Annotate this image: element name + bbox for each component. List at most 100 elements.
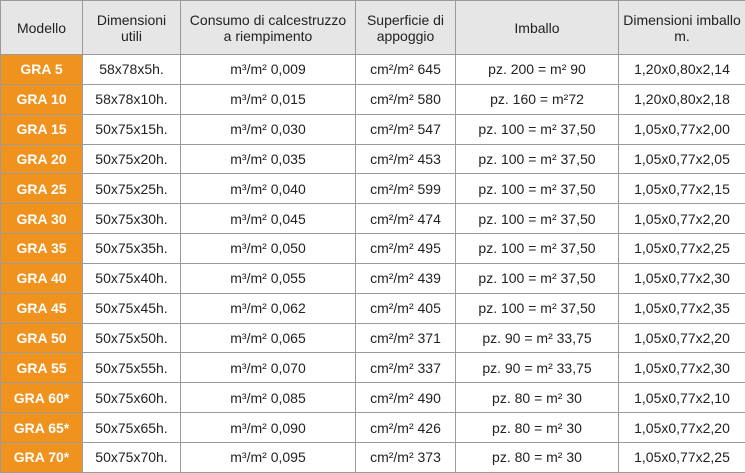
support-surface-cell: cm²/m² 439 — [355, 262, 456, 294]
table-body: GRA 5 58x78x5h. m³/m² 0,009 cm²/m² 645 pz. 2… — [0, 54, 745, 473]
useful-size-cell: 58x78x5h. — [82, 54, 181, 85]
concrete-consumption-cell: m³/m² 0,065 — [180, 322, 356, 354]
table-row: GRA 40 50x75x40h. m³/m² 0,055 cm²/m² 439 pz.… — [0, 262, 745, 294]
package-size-cell: 1,20x0,80x2,18 — [618, 83, 745, 115]
package-size-cell: 1,05x0,77x2,30 — [618, 352, 745, 384]
package-size-cell: 1,20x0,80x2,14 — [618, 54, 745, 85]
table-row: GRA 50 50x75x50h. m³/m² 0,065 cm²/m² 371 pz.… — [0, 322, 745, 354]
table-row: GRA 15 50x75x15h. m³/m² 0,030 cm²/m² 547 pz.… — [0, 113, 745, 145]
useful-size-cell: 50x75x70h. — [82, 441, 181, 473]
header-cell: Superficie di appoggio — [355, 0, 456, 55]
support-surface-cell: cm²/m² 645 — [355, 54, 456, 85]
support-surface-cell: cm²/m² 490 — [355, 382, 456, 414]
useful-size-cell: 50x75x65h. — [82, 412, 181, 443]
packaging-cell: pz. 100 = m² 37,50 — [455, 233, 619, 264]
packaging-cell: pz. 100 = m² 37,50 — [455, 262, 619, 294]
table-row: GRA 70* 50x75x70h. m³/m² 0,095 cm²/m² 373 pz… — [0, 441, 745, 473]
support-surface-cell: cm²/m² 426 — [355, 412, 456, 443]
support-surface-cell: cm²/m² 453 — [355, 143, 456, 175]
useful-size-cell: 50x75x50h. — [82, 322, 181, 354]
packaging-cell: pz. 160 = m²72 — [455, 83, 619, 115]
useful-size-cell: 58x78x10h. — [82, 83, 181, 115]
package-size-cell: 1,05x0,77x2,30 — [618, 262, 745, 294]
packaging-cell: pz. 90 = m² 33,75 — [455, 352, 619, 384]
model-cell: GRA 45 — [0, 292, 83, 324]
support-surface-cell: cm²/m² 580 — [355, 83, 456, 115]
table-row: GRA 30 50x75x30h. m³/m² 0,045 cm²/m² 474 pz.… — [0, 203, 745, 235]
model-cell: GRA 30 — [0, 203, 83, 235]
table-row: GRA 5 58x78x5h. m³/m² 0,009 cm²/m² 645 pz. 2… — [0, 54, 745, 85]
support-surface-cell: cm²/m² 474 — [355, 203, 456, 235]
useful-size-cell: 50x75x30h. — [82, 203, 181, 235]
package-size-cell: 1,05x0,77x2,25 — [618, 441, 745, 473]
package-size-cell: 1,05x0,77x2,20 — [618, 322, 745, 354]
concrete-consumption-cell: m³/m² 0,045 — [180, 203, 356, 235]
support-surface-cell: cm²/m² 371 — [355, 322, 456, 354]
model-cell: GRA 15 — [0, 113, 83, 145]
packaging-cell: pz. 100 = m² 37,50 — [455, 143, 619, 175]
model-cell: GRA 35 — [0, 233, 83, 264]
table-row: GRA 25 50x75x25h. m³/m² 0,040 cm²/m² 599 pz.… — [0, 173, 745, 205]
packaging-cell: pz. 100 = m² 37,50 — [455, 113, 619, 145]
header-cell: Dimensioni utili — [82, 0, 181, 55]
concrete-consumption-cell: m³/m² 0,035 — [180, 143, 356, 175]
concrete-consumption-cell: m³/m² 0,090 — [180, 412, 356, 443]
table-row: GRA 60* 50x75x60h. m³/m² 0,085 cm²/m² 490 pz… — [0, 382, 745, 414]
table-row: GRA 65* 50x75x65h. m³/m² 0,090 cm²/m² 426 pz… — [0, 412, 745, 443]
support-surface-cell: cm²/m² 547 — [355, 113, 456, 145]
table-row: GRA 55 50x75x55h. m³/m² 0,070 cm²/m² 337 pz.… — [0, 352, 745, 384]
header-cell: Dimensioni imballo m. — [618, 0, 745, 55]
package-size-cell: 1,05x0,77x2,35 — [618, 292, 745, 324]
support-surface-cell: cm²/m² 599 — [355, 173, 456, 205]
package-size-cell: 1,05x0,77x2,10 — [618, 382, 745, 414]
useful-size-cell: 50x75x15h. — [82, 113, 181, 145]
package-size-cell: 1,05x0,77x2,20 — [618, 203, 745, 235]
useful-size-cell: 50x75x55h. — [82, 352, 181, 384]
packaging-cell: pz. 80 = m² 30 — [455, 382, 619, 414]
header-cell: Imballo — [455, 0, 619, 55]
concrete-consumption-cell: m³/m² 0,070 — [180, 352, 356, 384]
model-cell: GRA 65* — [0, 412, 83, 443]
support-surface-cell: cm²/m² 405 — [355, 292, 456, 324]
model-cell: GRA 10 — [0, 83, 83, 115]
useful-size-cell: 50x75x40h. — [82, 262, 181, 294]
concrete-consumption-cell: m³/m² 0,095 — [180, 441, 356, 473]
header-cell: Modello — [0, 0, 83, 55]
package-size-cell: 1,05x0,77x2,20 — [618, 412, 745, 443]
concrete-consumption-cell: m³/m² 0,085 — [180, 382, 356, 414]
concrete-consumption-cell: m³/m² 0,055 — [180, 262, 356, 294]
model-cell: GRA 60* — [0, 382, 83, 414]
concrete-consumption-cell: m³/m² 0,040 — [180, 173, 356, 205]
useful-size-cell: 50x75x60h. — [82, 382, 181, 414]
packaging-cell: pz. 80 = m² 30 — [455, 412, 619, 443]
table-header: Modello Dimensioni utili Consumo di calces… — [0, 0, 745, 55]
header-cell: Consumo di calcestruzzo a riempimento — [180, 0, 356, 55]
package-size-cell: 1,05x0,77x2,25 — [618, 233, 745, 264]
header-row: Modello Dimensioni utili Consumo di calces… — [0, 0, 745, 55]
model-cell: GRA 20 — [0, 143, 83, 175]
model-cell: GRA 70* — [0, 441, 83, 473]
table-row: GRA 20 50x75x20h. m³/m² 0,035 cm²/m² 453 pz.… — [0, 143, 745, 175]
useful-size-cell: 50x75x25h. — [82, 173, 181, 205]
model-cell: GRA 5 — [0, 54, 83, 85]
packaging-cell: pz. 80 = m² 30 — [455, 441, 619, 473]
concrete-consumption-cell: m³/m² 0,009 — [180, 54, 356, 85]
concrete-consumption-cell: m³/m² 0,015 — [180, 83, 356, 115]
useful-size-cell: 50x75x45h. — [82, 292, 181, 324]
table-row: GRA 45 50x75x45h. m³/m² 0,062 cm²/m² 405 pz.… — [0, 292, 745, 324]
concrete-consumption-cell: m³/m² 0,062 — [180, 292, 356, 324]
packaging-cell: pz. 100 = m² 37,50 — [455, 203, 619, 235]
support-surface-cell: cm²/m² 337 — [355, 352, 456, 384]
useful-size-cell: 50x75x35h. — [82, 233, 181, 264]
model-cell: GRA 50 — [0, 322, 83, 354]
packaging-cell: pz. 100 = m² 37,50 — [455, 292, 619, 324]
package-size-cell: 1,05x0,77x2,05 — [618, 143, 745, 175]
packaging-cell: pz. 100 = m² 37,50 — [455, 173, 619, 205]
packaging-cell: pz. 200 = m² 90 — [455, 54, 619, 85]
model-cell: GRA 55 — [0, 352, 83, 384]
concrete-consumption-cell: m³/m² 0,050 — [180, 233, 356, 264]
table-row: GRA 35 50x75x35h. m³/m² 0,050 cm²/m² 495 pz.… — [0, 233, 745, 264]
model-cell: GRA 40 — [0, 262, 83, 294]
